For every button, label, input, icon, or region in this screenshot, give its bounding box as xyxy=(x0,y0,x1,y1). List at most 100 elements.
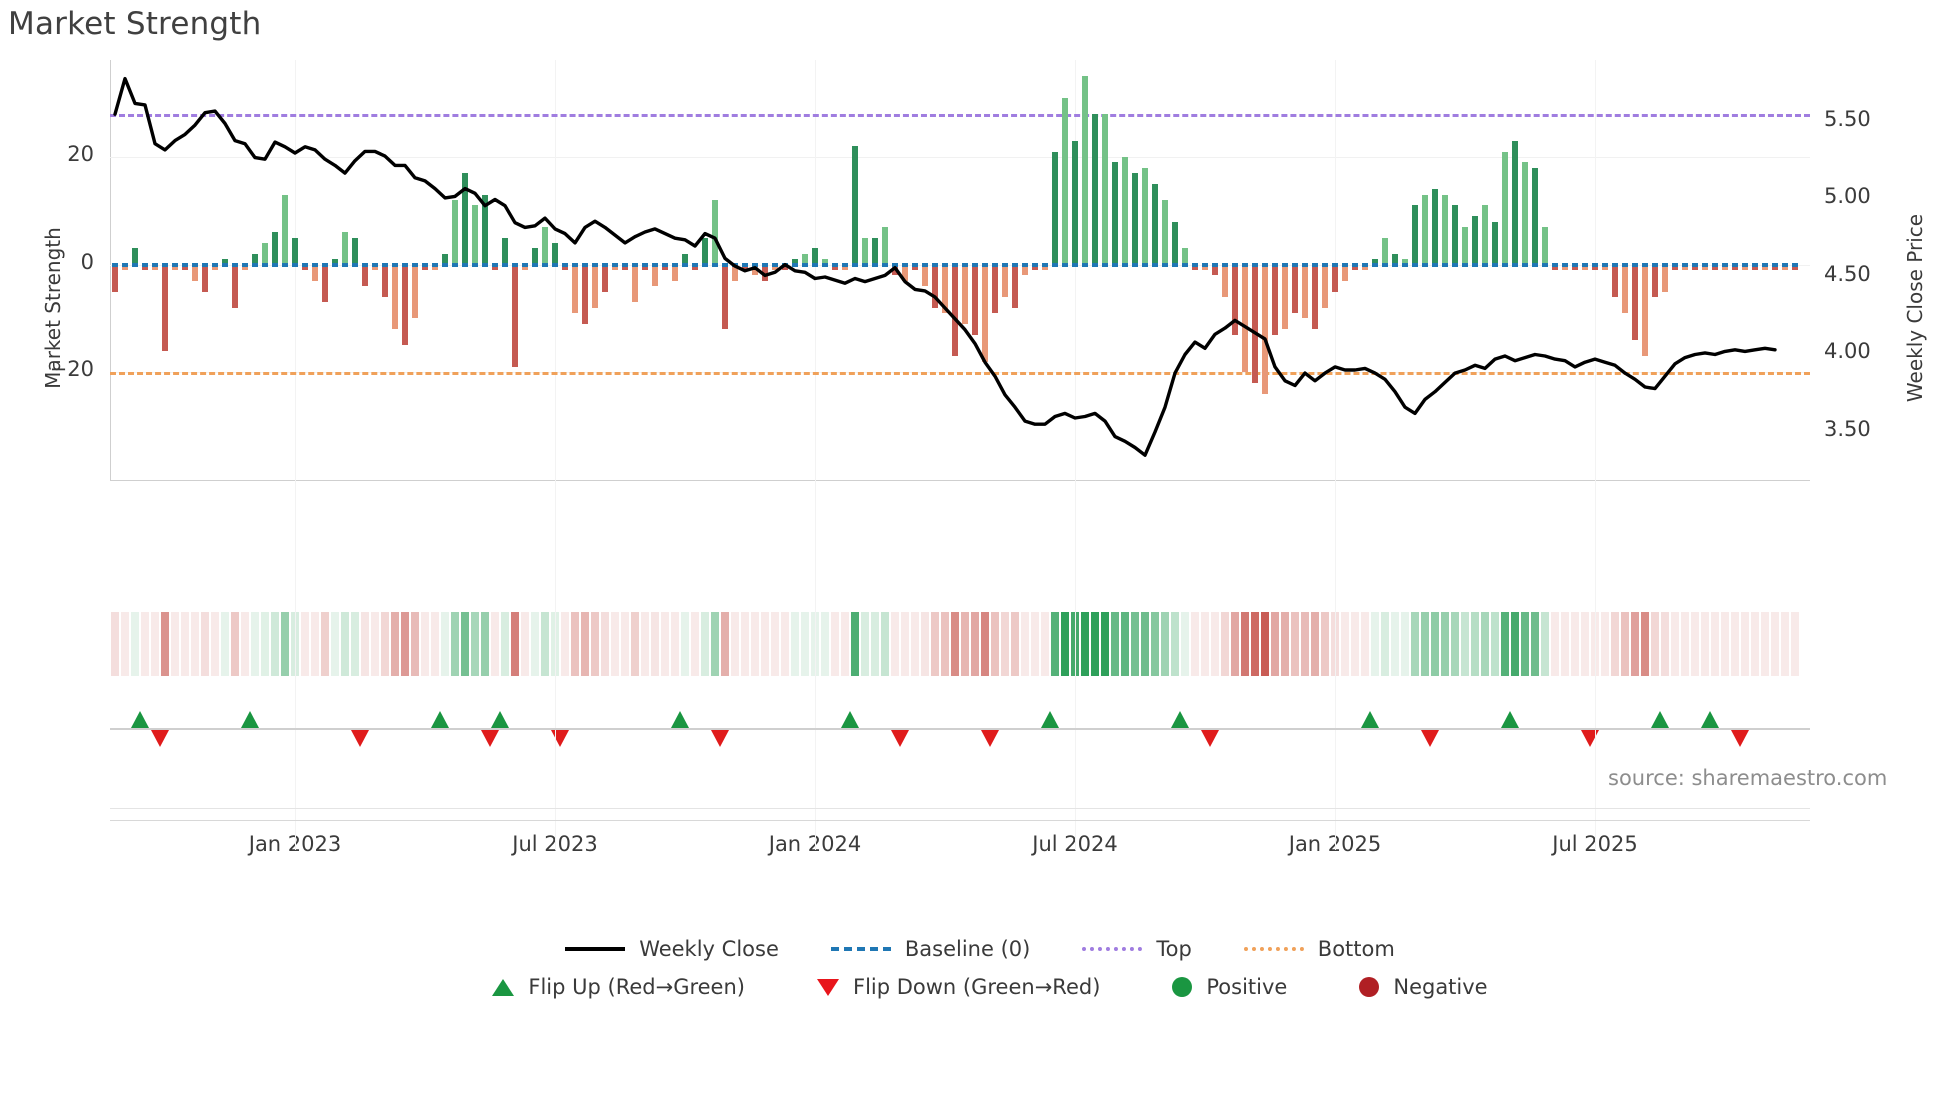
heatmap-cell xyxy=(1691,612,1699,676)
baseline-cap xyxy=(491,262,499,267)
baseline-cap xyxy=(731,262,739,267)
heatmap-cell xyxy=(1601,612,1609,676)
baseline-cap xyxy=(581,262,589,267)
heatmap-cell xyxy=(831,612,839,676)
heatmap-cell xyxy=(1441,612,1449,676)
legend-item-triangle-down[interactable]: Flip Down (Green→Red) xyxy=(797,975,1100,999)
dashed-line-icon xyxy=(830,947,891,951)
heatmap-cell xyxy=(551,612,559,676)
legend-item-dotted-line[interactable]: Top xyxy=(1082,937,1192,961)
heatmap-cell xyxy=(1581,612,1589,676)
y-tick-label-right: 5.50 xyxy=(1824,106,1871,131)
strength-bar xyxy=(1301,264,1309,319)
flip-axis-line xyxy=(110,728,1810,730)
legend-label: Flip Up (Red→Green) xyxy=(528,975,745,999)
heatmap-cell xyxy=(341,612,349,676)
baseline-cap xyxy=(1331,262,1339,267)
y-tick-label-right: 4.00 xyxy=(1824,339,1871,364)
strength-bar xyxy=(281,194,289,265)
heatmap-cell xyxy=(391,612,399,676)
baseline-cap xyxy=(1611,262,1619,267)
y-axis-right-title: Weekly Close Price xyxy=(1903,213,1927,403)
baseline-cap xyxy=(221,262,229,267)
legend-item-dashed-line[interactable]: Baseline (0) xyxy=(830,937,1030,961)
heatmap-cell xyxy=(731,612,739,676)
heatmap-cell xyxy=(141,612,149,676)
strength-bar xyxy=(1341,264,1349,281)
heatmap-cell xyxy=(601,612,609,676)
heatmap-cell xyxy=(1331,612,1339,676)
legend-item-dotted-line[interactable]: Bottom xyxy=(1243,937,1395,961)
baseline-cap xyxy=(1171,262,1179,267)
baseline-cap xyxy=(911,262,919,267)
heatmap-cell xyxy=(1301,612,1309,676)
y-axis-left-title: Market Strength xyxy=(41,227,65,389)
y-tick-label-left: −20 xyxy=(49,357,94,382)
baseline-cap xyxy=(1711,262,1719,267)
legend-item-triangle-up[interactable]: Flip Up (Red→Green) xyxy=(472,975,745,999)
heatmap-cell xyxy=(1311,612,1319,676)
heatmap-cell xyxy=(1711,612,1719,676)
baseline-cap xyxy=(501,262,509,267)
baseline-cap xyxy=(321,262,329,267)
baseline-cap xyxy=(1211,262,1219,267)
baseline-cap xyxy=(1341,262,1349,267)
strength-bar xyxy=(1651,264,1659,297)
baseline-cap xyxy=(411,262,419,267)
baseline-cap xyxy=(1661,262,1669,267)
baseline-cap xyxy=(241,262,249,267)
legend-item-solid-line[interactable]: Weekly Close xyxy=(565,937,779,961)
heatmap-cell xyxy=(1051,612,1059,676)
baseline-cap xyxy=(291,262,299,267)
triangle-up-icon xyxy=(492,978,515,996)
baseline-cap xyxy=(351,262,359,267)
gridline-x xyxy=(1595,60,1596,850)
strength-bar xyxy=(1431,189,1439,265)
baseline-cap xyxy=(521,262,529,267)
heatmap-cell xyxy=(701,612,709,676)
legend-item-circle[interactable]: Negative xyxy=(1339,975,1488,999)
legend-item-circle[interactable]: Positive xyxy=(1152,975,1287,999)
baseline-cap xyxy=(1311,262,1319,267)
baseline-cap xyxy=(631,262,639,267)
baseline-cap xyxy=(191,262,199,267)
baseline-cap xyxy=(1401,262,1409,267)
heatmap-cell xyxy=(641,612,649,676)
baseline-cap xyxy=(1121,262,1129,267)
strength-bar xyxy=(1511,140,1519,265)
heatmap-cell xyxy=(751,612,759,676)
strength-bar xyxy=(551,243,559,265)
x-axis-spine xyxy=(110,820,1810,821)
heatmap-cell xyxy=(1321,612,1329,676)
baseline-cap xyxy=(1641,262,1649,267)
baseline-cap xyxy=(1751,262,1759,267)
heatmap-cell xyxy=(1291,612,1299,676)
baseline-cap xyxy=(991,262,999,267)
strength-bar xyxy=(1011,264,1019,308)
strength-bar xyxy=(161,264,169,351)
heatmap-cell xyxy=(851,612,859,676)
heatmap-cell xyxy=(1631,612,1639,676)
strength-bar xyxy=(1061,97,1069,265)
heatmap-cell xyxy=(861,612,869,676)
heatmap-cell xyxy=(801,612,809,676)
baseline-cap xyxy=(1531,262,1539,267)
strength-bar xyxy=(1661,264,1669,292)
heatmap-cell xyxy=(1041,612,1049,676)
strength-bar xyxy=(511,264,519,367)
heatmap-cell xyxy=(1401,612,1409,676)
heatmap-cell xyxy=(431,612,439,676)
baseline-cap xyxy=(1061,262,1069,267)
strength-bar xyxy=(1121,156,1129,265)
flip-up-marker xyxy=(491,711,509,728)
baseline-cap xyxy=(921,262,929,267)
strength-bar xyxy=(1421,194,1429,265)
baseline-cap xyxy=(1111,262,1119,267)
baseline-cap xyxy=(1521,262,1529,267)
heatmap-cell xyxy=(1371,612,1379,676)
strength-bar xyxy=(1501,151,1509,265)
heatmap-cell xyxy=(1501,612,1509,676)
strength-bar xyxy=(231,264,239,308)
heatmap-cell xyxy=(1701,612,1709,676)
baseline-cap xyxy=(1451,262,1459,267)
